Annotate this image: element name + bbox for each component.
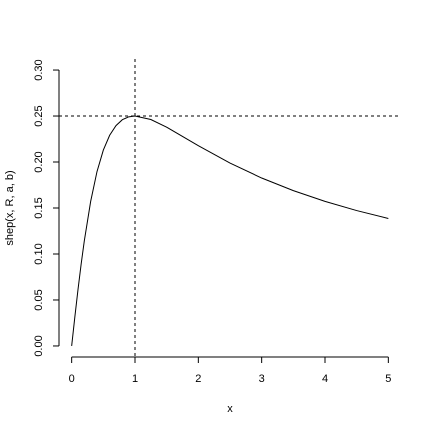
y-tick-label: 0.20 bbox=[33, 151, 45, 172]
curve bbox=[71, 115, 389, 347]
x-tick-label: 3 bbox=[259, 373, 265, 385]
x-tick-label: 4 bbox=[322, 373, 328, 385]
y-axis-title: shep(x, R, a, b) bbox=[4, 170, 16, 245]
y-tick-label: 0.25 bbox=[33, 105, 45, 126]
y-tick-label: 0.10 bbox=[33, 243, 45, 264]
x-tick-label: 1 bbox=[132, 373, 138, 385]
x-tick-label: 5 bbox=[385, 373, 391, 385]
y-tick-label: 0.05 bbox=[33, 289, 45, 310]
y-tick-label: 0.30 bbox=[33, 59, 45, 80]
x-tick-label: 0 bbox=[69, 373, 75, 385]
y-tick-label: 0.00 bbox=[33, 335, 45, 356]
y-tick-label: 0.15 bbox=[33, 197, 45, 218]
x-axis-title: x bbox=[227, 403, 233, 415]
x-tick-label: 2 bbox=[195, 373, 201, 385]
